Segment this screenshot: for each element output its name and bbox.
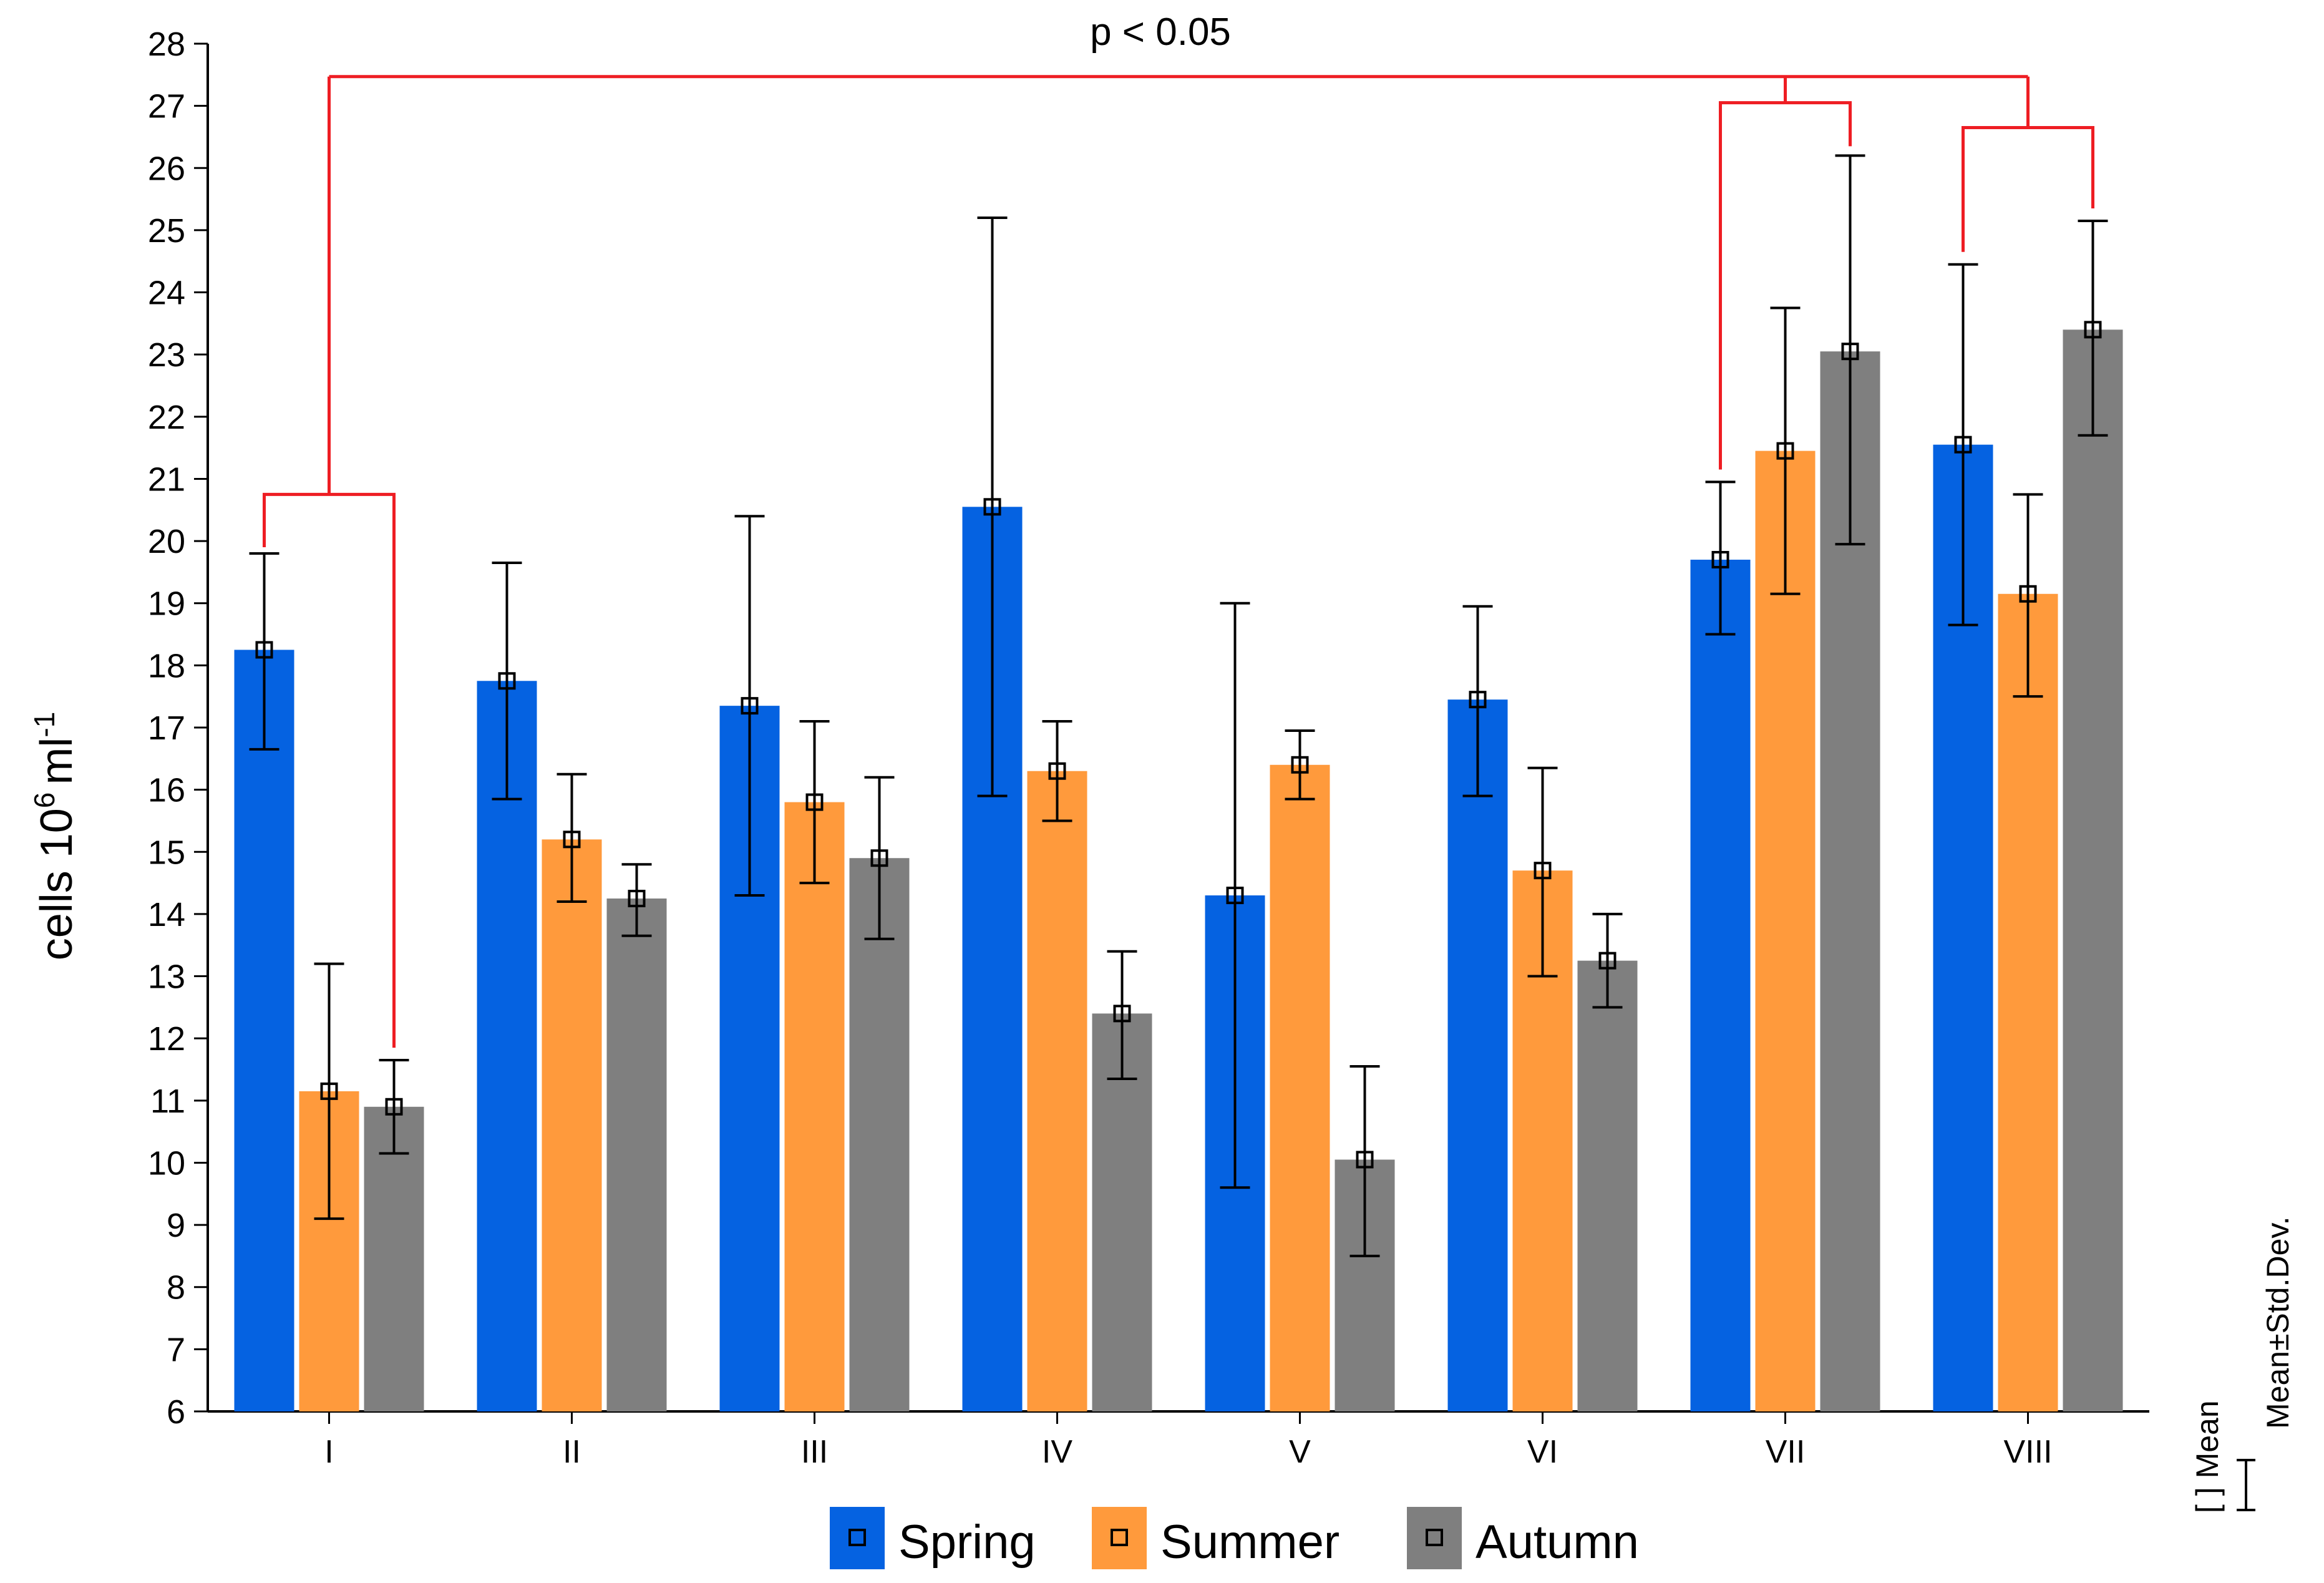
mean-marker xyxy=(320,1082,338,1100)
x-tick-label: IV xyxy=(1042,1434,1072,1470)
side-legend-mean-label: [ ] Mean xyxy=(2190,1400,2225,1513)
mean-marker xyxy=(1113,1005,1131,1023)
y-tick-label: 20 xyxy=(148,523,185,560)
legend-label-spring: Spring xyxy=(898,1516,1036,1569)
bar-spring xyxy=(1690,559,1751,1411)
mean-marker xyxy=(628,890,646,907)
mean-marker xyxy=(1048,762,1066,780)
y-tick-label: 8 xyxy=(167,1269,185,1307)
y-axis-label-main: cells 10 xyxy=(32,808,82,960)
mean-marker xyxy=(741,697,759,715)
y-axis-label-sup: 6 xyxy=(28,792,61,809)
x-tick-label: V xyxy=(1289,1434,1311,1470)
mean-marker xyxy=(2084,321,2102,339)
y-tick-label: 23 xyxy=(148,336,185,374)
y-tick-label: 16 xyxy=(148,772,185,809)
y-tick-label: 18 xyxy=(148,647,185,684)
y-tick-label: 17 xyxy=(148,709,185,747)
bar-summer xyxy=(1270,764,1330,1411)
y-axis-label-unit: ml xyxy=(32,738,82,785)
bar-summer xyxy=(784,802,845,1411)
y-tick-label: 19 xyxy=(148,585,185,623)
mean-marker xyxy=(563,830,581,849)
mean-marker xyxy=(1711,550,1729,568)
x-tick-label: I xyxy=(324,1434,333,1470)
bar-autumn xyxy=(849,858,910,1411)
mean-sd-legend: [ ] Mean Mean±Std.Dev. xyxy=(2190,1216,2295,1513)
legend-label-autumn: Autumn xyxy=(1476,1516,1639,1569)
bar-spring xyxy=(477,681,537,1411)
mean-marker xyxy=(1226,887,1244,905)
y-tick-label: 13 xyxy=(148,958,185,996)
bar-spring xyxy=(234,650,294,1411)
mean-marker xyxy=(1776,442,1794,460)
y-tick-label: 26 xyxy=(148,150,185,187)
y-tick-label: 6 xyxy=(167,1393,185,1431)
legend-marker xyxy=(1111,1529,1128,1546)
y-tick-label: 10 xyxy=(148,1144,185,1182)
y-tick-label: 15 xyxy=(148,834,185,871)
legend-swatch-spring xyxy=(830,1507,885,1569)
mean-marker xyxy=(1954,436,1972,454)
legend-swatch-summer xyxy=(1092,1507,1147,1569)
y-tick-label: 14 xyxy=(148,896,185,933)
bar-autumn xyxy=(2063,329,2123,1411)
mean-marker xyxy=(385,1098,403,1116)
bar-summer xyxy=(1755,451,1816,1411)
y-tick-label: 22 xyxy=(148,399,185,436)
mean-marker xyxy=(983,498,1001,516)
y-axis-label-unit-sup: -1 xyxy=(28,712,61,738)
legend-label-summer: Summer xyxy=(1160,1516,1339,1569)
y-tick-label: 24 xyxy=(148,275,185,312)
y-tick-label: 9 xyxy=(167,1207,185,1244)
legend-swatch-autumn xyxy=(1407,1507,1462,1569)
bar-autumn xyxy=(364,1106,424,1411)
bar-autumn xyxy=(1577,960,1638,1411)
mean-marker xyxy=(1356,1151,1374,1169)
y-tick-label: 7 xyxy=(167,1331,185,1368)
side-legend-sd-label: Mean±Std.Dev. xyxy=(2260,1216,2295,1429)
bar-summer xyxy=(1998,593,2058,1412)
error-bars xyxy=(249,154,2108,1257)
mean-marker xyxy=(1841,343,1859,361)
y-tick-label: 27 xyxy=(148,88,185,125)
legend-marker xyxy=(1426,1529,1443,1546)
y-tick-label: 28 xyxy=(148,26,185,63)
bar-summer xyxy=(542,839,602,1411)
mean-marker xyxy=(1598,952,1617,970)
mean-marker xyxy=(2019,585,2037,603)
x-tick-label: VIII xyxy=(2003,1434,2052,1470)
bar-autumn xyxy=(606,899,667,1411)
mean-marker xyxy=(805,793,824,811)
mean-marker xyxy=(1291,756,1309,774)
y-tick-label: 21 xyxy=(148,460,185,498)
legend-marker xyxy=(848,1529,866,1546)
mean-marker xyxy=(255,641,273,659)
x-tick-label: III xyxy=(801,1434,828,1470)
x-tick-label: VII xyxy=(1766,1434,1806,1470)
mean-marker xyxy=(498,672,516,690)
x-tick-label: II xyxy=(563,1434,581,1470)
mean-marker xyxy=(1534,862,1552,880)
y-tick-label: 11 xyxy=(150,1083,185,1120)
bar-summer xyxy=(1027,771,1087,1411)
bracket-group-VIII xyxy=(1962,126,2094,252)
y-axis-label: cells 106 ml-1 xyxy=(28,712,82,961)
significance-annotation: p < 0.05 xyxy=(1090,11,1231,54)
y-tick-label: 25 xyxy=(148,212,185,250)
mean-marker xyxy=(870,849,888,867)
x-tick-label: VI xyxy=(1527,1434,1558,1470)
significance-brackets xyxy=(263,75,2094,1048)
legend: Spring Summer Autumn xyxy=(830,1507,1639,1569)
y-tick-label: 12 xyxy=(148,1020,185,1058)
bar-spring xyxy=(1447,699,1508,1411)
mean-marker xyxy=(1469,691,1487,709)
bars xyxy=(234,329,2123,1412)
